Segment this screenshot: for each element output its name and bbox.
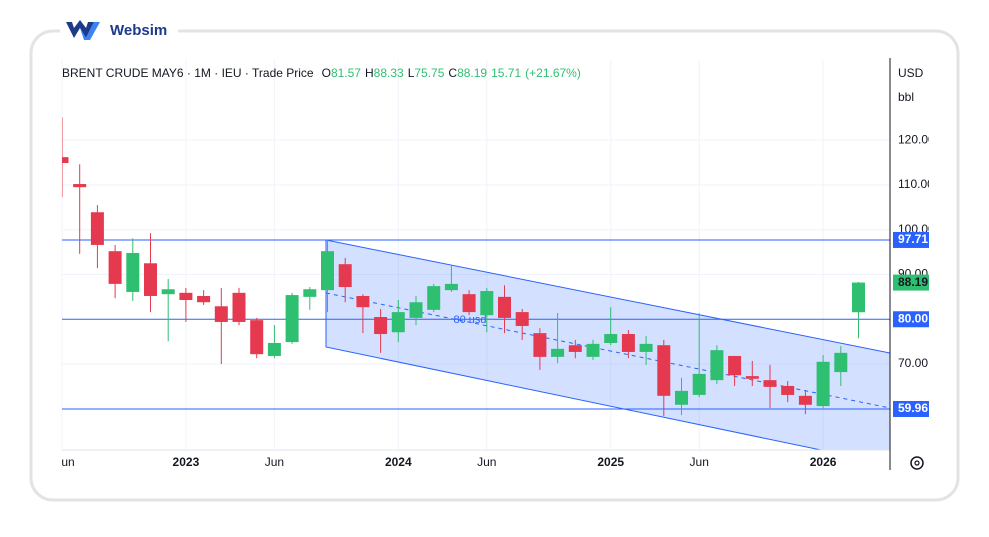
candle-body [356, 295, 370, 308]
price-label-bg [893, 311, 929, 328]
candle-body [798, 395, 812, 405]
candle-body [285, 295, 299, 343]
unit: bbl [898, 90, 914, 104]
candle-body [462, 294, 476, 313]
candle-body [321, 251, 334, 291]
candle-body [126, 252, 140, 292]
candle-body [108, 251, 122, 284]
candle-body [267, 342, 281, 356]
price-label: 80.00 [898, 311, 928, 325]
candle-body [639, 343, 653, 352]
candle-body [214, 306, 228, 322]
x-tick-label: 2024 [385, 455, 412, 469]
price-label: 97.71 [898, 232, 928, 246]
channel [325, 239, 890, 450]
price-label-bg [893, 231, 929, 248]
candle-body [816, 361, 830, 407]
candle-body [427, 286, 441, 310]
plot [62, 117, 890, 450]
ohlc-label: L [408, 66, 415, 80]
currency: USD [898, 66, 924, 80]
header: BRENT CRUDE MAY6 · 1M · IEU · Trade Pric… [62, 66, 581, 80]
ohlc-label: O [322, 66, 331, 80]
y-tick-label: 110.00 [898, 177, 934, 191]
candle-body [144, 263, 157, 296]
x-tick-label: Jun [265, 455, 284, 469]
y-tick-label: 70.00 [898, 356, 928, 370]
candle-body [745, 376, 759, 379]
price-label: 59.96 [898, 401, 928, 415]
y-axis: 120.00110.00100.0090.0070.0097.7180.0059… [893, 132, 935, 417]
candle-body [604, 334, 618, 343]
candle-body [586, 343, 600, 357]
settings-icon[interactable] [910, 456, 924, 470]
hlines [62, 239, 890, 410]
candle-body [551, 348, 565, 357]
candle-body [409, 302, 423, 318]
x-tick-label: Jun [477, 455, 496, 469]
last-price-label: 88.19 [898, 275, 928, 289]
last-price-bg [893, 274, 929, 291]
candle-body [692, 373, 706, 395]
candle-body [480, 291, 494, 316]
candle-body [533, 333, 547, 357]
candle-body [90, 212, 104, 245]
ohlc-value: 88.33 [374, 66, 404, 80]
candle-body [834, 352, 848, 373]
candle-body [657, 345, 671, 396]
x-tick-label: Jun [690, 455, 709, 469]
logo-icon [66, 20, 100, 40]
candle-body [710, 350, 724, 381]
brand: Websim [110, 22, 167, 39]
candle-body [391, 312, 405, 333]
candle-body [763, 380, 777, 387]
ohlc-value: 88.19 [457, 66, 487, 80]
candle-body [781, 385, 795, 395]
candle-body [73, 184, 87, 188]
candle-body [338, 264, 352, 288]
candle-body [374, 317, 388, 335]
ohlc-value: 81.57 [331, 66, 361, 80]
ohlc-label: H [365, 66, 374, 80]
candle-body [728, 355, 742, 376]
candle-body [852, 282, 865, 313]
change-value: 15.71 [491, 66, 521, 80]
candles [62, 117, 865, 416]
candle-body [62, 157, 69, 163]
ohlc-label: C [448, 66, 457, 80]
channel-label: 80 usd [453, 314, 486, 326]
x-tick-label: 2025 [597, 455, 624, 469]
x-axis: un 2023 Jun 2024 Jun 2025 Jun 2026 [61, 455, 836, 469]
candle-body [444, 283, 458, 291]
frame [29, 29, 960, 502]
candle-body [621, 334, 635, 352]
candle-body [303, 289, 317, 297]
candle-body [250, 320, 264, 355]
y-tick-label: 120.00 [898, 132, 935, 146]
price-label-bg [893, 400, 929, 417]
x-tick-label: un [61, 455, 74, 469]
candle-body [515, 312, 529, 326]
candle-body [179, 292, 193, 300]
x-tick-label: 2023 [173, 455, 200, 469]
candle-body [197, 295, 211, 303]
change-percent: (+21.67%) [525, 66, 581, 80]
candle-body [675, 390, 688, 405]
candle-body [232, 292, 246, 322]
ohlc-value: 75.75 [414, 66, 444, 80]
candle-body [568, 345, 582, 352]
candle-body [161, 289, 175, 295]
header-title: BRENT CRUDE MAY6 · 1M · IEU · Trade Pric… [62, 66, 314, 80]
x-tick-label: 2026 [810, 455, 837, 469]
candle-body [498, 296, 511, 318]
